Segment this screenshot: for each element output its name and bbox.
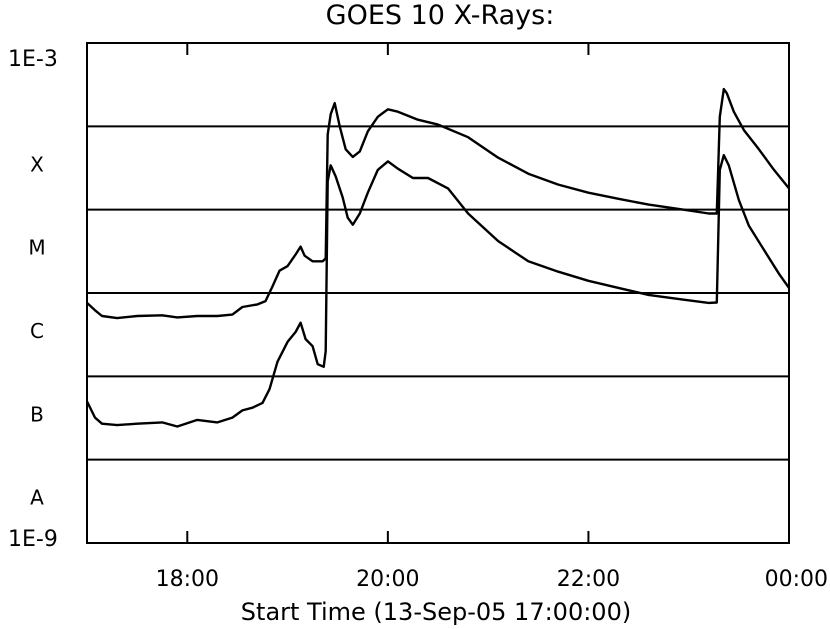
flux-series: [85, 87, 790, 428]
chart-title: GOES 10 X-Rays:: [326, 0, 555, 31]
class-label-m: M: [28, 236, 45, 260]
x-axis-label: Start Time (13-Sep-05 17:00:00): [241, 598, 631, 626]
x-tick-label: 22:00: [557, 567, 620, 592]
x-tick-label: 18:00: [156, 567, 219, 592]
flux-series-line-2: [85, 154, 790, 428]
class-label-b: B: [30, 402, 44, 426]
class-level-lines: [87, 125, 789, 461]
y-min-label: 1E-9: [8, 527, 58, 552]
class-label-a: A: [30, 486, 44, 510]
y-max-label: 1E-3: [8, 47, 58, 72]
x-tick-label: 00:00: [765, 567, 828, 592]
flux-series-line-1: [86, 87, 790, 320]
class-label-x: X: [30, 152, 44, 176]
x-axis-ticks: 18:00 20:00 22:00 00:00: [156, 43, 828, 592]
class-level-labels: X M C B A: [28, 152, 45, 509]
class-label-c: C: [30, 319, 44, 343]
x-tick-label: 20:00: [356, 567, 419, 592]
plot-frame: [86, 42, 790, 544]
